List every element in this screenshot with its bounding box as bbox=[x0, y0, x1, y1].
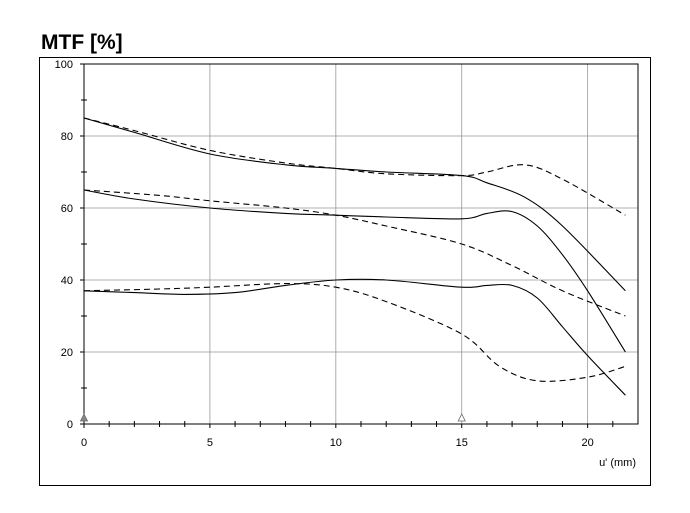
chart-title: MTF [%] bbox=[41, 31, 123, 54]
triangle-marker-2 bbox=[457, 413, 466, 422]
x-tick-label: 0 bbox=[81, 437, 87, 449]
y-tick-label: 60 bbox=[61, 203, 73, 215]
triangle-marker-1 bbox=[79, 413, 89, 422]
y-tick-label: 100 bbox=[55, 59, 73, 71]
series-line-6-dashed bbox=[83, 283, 626, 382]
y-tick-label: 20 bbox=[61, 347, 73, 359]
series bbox=[83, 117, 626, 396]
grid bbox=[84, 64, 638, 424]
y-tick-label: 0 bbox=[67, 419, 73, 431]
series-line-3-solid bbox=[83, 189, 626, 353]
y-tick-label: 80 bbox=[61, 131, 73, 143]
tick-labels: 0 20 40 60 80 100 0 5 10 15 20 bbox=[55, 59, 594, 449]
axes bbox=[80, 63, 639, 428]
series-line-1-solid bbox=[83, 117, 626, 292]
x-tick-label: 10 bbox=[330, 437, 342, 449]
chart-frame bbox=[39, 57, 651, 486]
x-tick-label: 5 bbox=[207, 437, 213, 449]
x-tick-label: 15 bbox=[456, 437, 468, 449]
series-line-5-solid bbox=[83, 278, 626, 396]
y-tick-label: 40 bbox=[61, 275, 73, 287]
series-line-4-dashed bbox=[83, 189, 626, 317]
plot-area bbox=[83, 63, 639, 425]
x-axis-label: u' (mm) bbox=[599, 457, 636, 469]
series-line-2-dashed bbox=[83, 117, 626, 216]
x-tick-label: 20 bbox=[582, 437, 594, 449]
markers bbox=[79, 413, 466, 422]
